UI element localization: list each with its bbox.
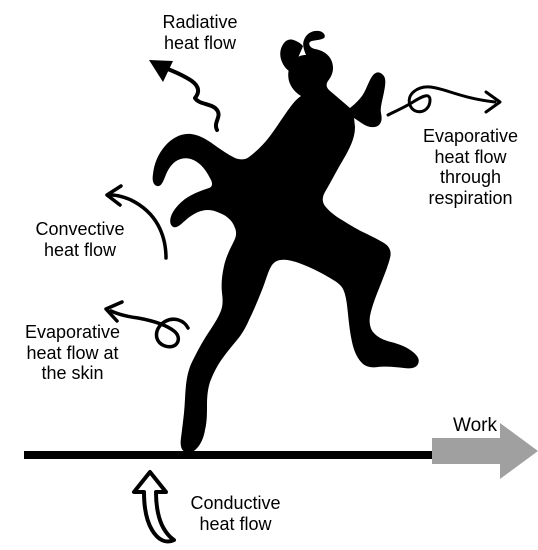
- conductive-arrow: [134, 472, 174, 542]
- convective-label: Convective heat flow: [25, 219, 135, 260]
- conductive-label: Conductive heat flow: [178, 493, 293, 534]
- evap-skin-label: Evaporative heat flow at the skin: [15, 322, 130, 384]
- evap-resp-label: Evaporative heat flow through respiratio…: [408, 126, 533, 209]
- diagram-svg: [0, 0, 538, 550]
- evap-resp-arrow: [388, 87, 500, 115]
- radiative-arrow: [149, 60, 219, 130]
- runner-silhouette: [153, 31, 419, 453]
- work-label: Work: [440, 415, 510, 437]
- heat-flow-infographic: Radiative heat flow Evaporative heat flo…: [0, 0, 538, 550]
- radiative-label: Radiative heat flow: [145, 12, 255, 53]
